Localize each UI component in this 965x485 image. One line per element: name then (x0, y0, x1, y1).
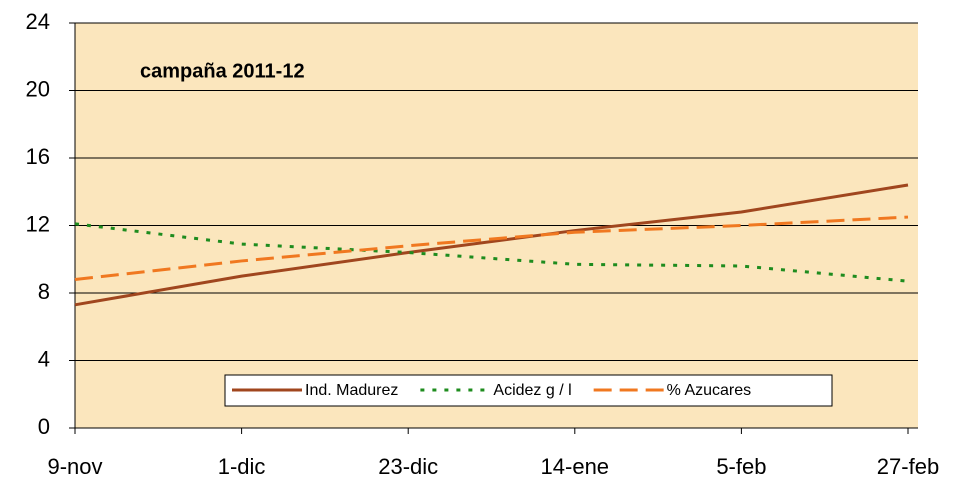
y-tick-label: 0 (38, 414, 50, 439)
y-tick-label: 12 (26, 211, 50, 236)
series-line (74, 183, 909, 307)
x-tick-label: 1-dic (218, 454, 266, 479)
chart-title: campaña 2011-12 (140, 60, 305, 82)
series-line (74, 222, 909, 283)
x-tick-label: 5-feb (716, 454, 766, 479)
x-tick-label: 14-ene (541, 454, 610, 479)
legend-label: Acidez g / l (493, 382, 571, 399)
x-tick-label: 9-nov (47, 454, 102, 479)
y-tick-label: 8 (38, 279, 50, 304)
legend-label: % Azucares (667, 382, 751, 399)
series-line (74, 215, 909, 281)
legend-box (224, 374, 833, 407)
y-tick-label: 20 (26, 76, 50, 101)
x-tick-label: 23-dic (378, 454, 438, 479)
y-tick-label: 4 (38, 346, 50, 371)
y-tick-label: 24 (26, 9, 50, 34)
legend-label: Ind. Madurez (305, 382, 398, 399)
y-tick-label: 16 (26, 144, 50, 169)
x-tick-label: 27-feb (877, 454, 939, 479)
